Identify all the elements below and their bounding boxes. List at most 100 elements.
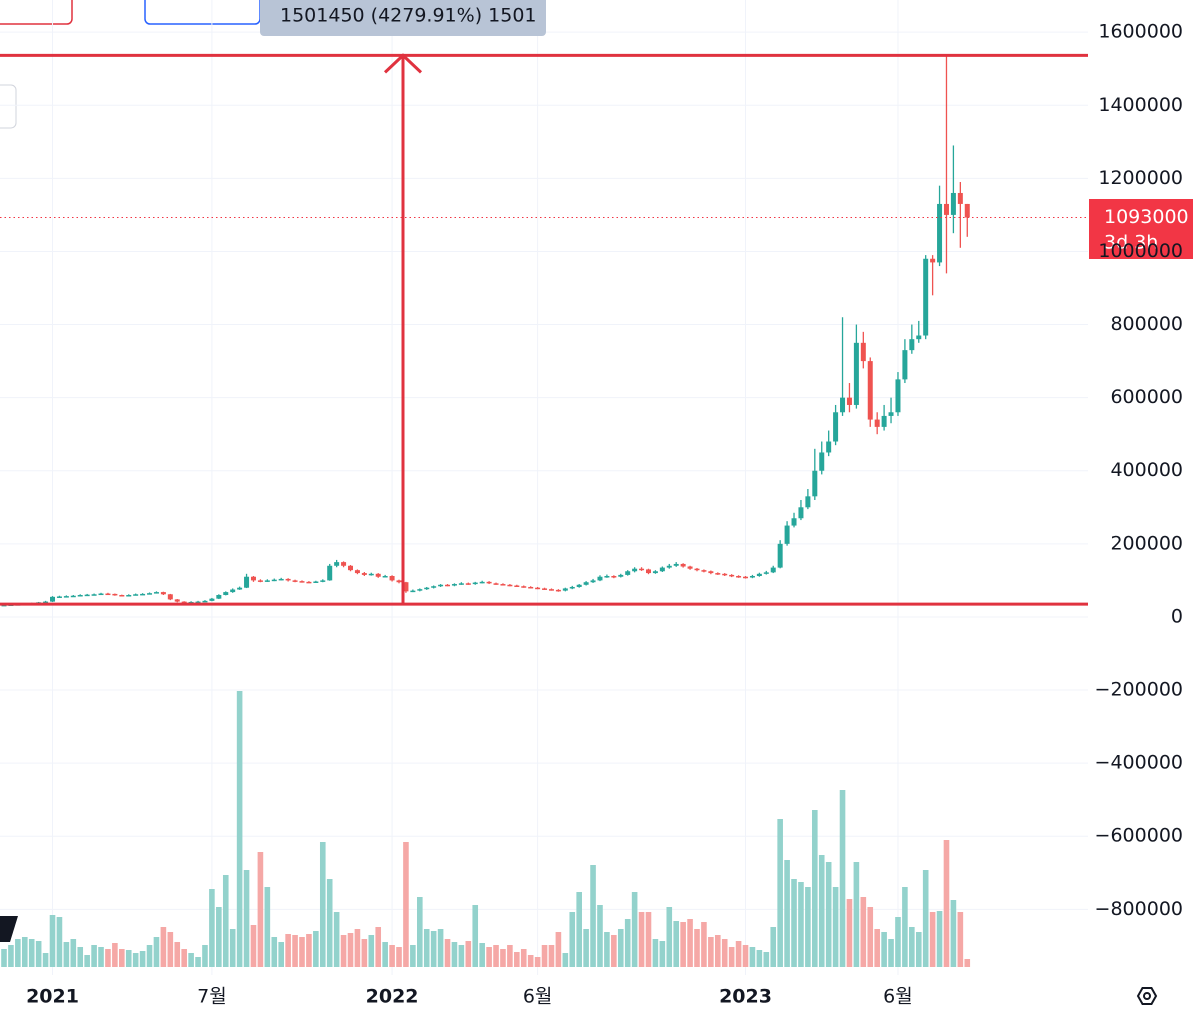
- volume-bar: [645, 912, 652, 967]
- toolbar-box[interactable]: [0, 0, 73, 25]
- side-button[interactable]: [0, 84, 17, 129]
- candle-body: [292, 580, 298, 582]
- volume-bar: [957, 912, 964, 967]
- volume-bar: [326, 879, 333, 967]
- volume-bar: [375, 927, 382, 967]
- candle-body: [306, 581, 312, 584]
- volume-bar: [146, 945, 153, 967]
- candle-body: [618, 574, 624, 577]
- volume-bar: [28, 939, 35, 967]
- candle-body: [680, 563, 686, 567]
- volume-bar: [576, 892, 582, 967]
- volume-bar: [125, 950, 132, 967]
- volume-bar: [895, 917, 901, 967]
- candle-body: [327, 565, 333, 581]
- candle-body: [798, 507, 804, 519]
- candle-body: [715, 573, 721, 575]
- candle-body: [320, 580, 326, 582]
- candle-body: [278, 578, 284, 581]
- logo: [0, 916, 18, 942]
- volume-bar: [417, 897, 423, 967]
- candle-body: [743, 576, 749, 579]
- volume-bar: [105, 949, 111, 967]
- candle-body: [493, 583, 499, 585]
- candle-body: [403, 582, 409, 592]
- volume-bar: [915, 932, 922, 967]
- y-tick-label: −800000: [1095, 898, 1183, 920]
- volume-bar: [784, 860, 790, 967]
- candle-body: [514, 585, 520, 588]
- candle-body: [819, 452, 825, 471]
- candle-body: [348, 565, 353, 571]
- volume-bar: [673, 921, 680, 967]
- volume-bar: [555, 932, 562, 967]
- y-tick-label: 1200000: [1098, 167, 1183, 189]
- candle-body: [763, 572, 769, 574]
- volume-bar: [652, 939, 659, 967]
- y-tick-label: −400000: [1095, 752, 1183, 774]
- volume-bar: [867, 907, 874, 967]
- y-tick-label: 1400000: [1098, 94, 1183, 116]
- candle-body: [410, 590, 416, 593]
- candle-body: [257, 580, 263, 582]
- volume-bar: [777, 819, 783, 967]
- volume-bar: [465, 941, 472, 967]
- volume-bar: [728, 947, 735, 967]
- candle-body: [736, 576, 742, 578]
- candle-body: [542, 588, 548, 590]
- candle-body: [285, 578, 291, 581]
- candle-body: [583, 582, 589, 585]
- toolbar-box[interactable]: [144, 0, 261, 25]
- volume-bar: [56, 917, 63, 967]
- candle-body: [112, 593, 118, 596]
- volume-bar: [534, 957, 541, 967]
- volume-bar: [708, 937, 714, 967]
- candle-body: [382, 576, 388, 578]
- candle-body: [140, 593, 146, 596]
- volume-bar: [694, 929, 700, 967]
- candle-body: [417, 589, 423, 591]
- volume-bar: [202, 945, 208, 967]
- volume-bar: [1, 949, 7, 967]
- y-tick-label: 1600000: [1098, 21, 1183, 43]
- countdown: 3d 3h: [1104, 232, 1158, 254]
- candle-body: [895, 379, 901, 413]
- candle-body: [812, 470, 818, 497]
- volume-bar: [874, 929, 880, 967]
- candle-body: [784, 525, 790, 544]
- x-tick-label: 2021: [26, 986, 79, 1008]
- candle-body: [375, 573, 381, 577]
- candle-body: [846, 397, 852, 405]
- candle-body: [445, 584, 451, 587]
- candle-body: [666, 565, 672, 568]
- last-price-box: [1089, 199, 1193, 259]
- volume-bar: [174, 942, 181, 967]
- candle-body: [250, 576, 256, 581]
- volume-bar: [21, 937, 28, 967]
- candle-body: [555, 589, 561, 592]
- volume-bar: [638, 912, 645, 967]
- volume-bar: [617, 929, 624, 967]
- x-tick-label: 6월: [883, 986, 913, 1008]
- volume-bar: [964, 959, 971, 967]
- candle-body: [964, 203, 970, 218]
- volume-bar: [91, 945, 97, 967]
- candle-body: [424, 587, 430, 590]
- candle-body: [119, 595, 125, 597]
- volume-bar: [929, 912, 936, 967]
- volume-bar: [347, 933, 354, 967]
- volume-bar: [306, 934, 312, 967]
- candle-body: [902, 350, 908, 380]
- candle-body: [840, 397, 846, 413]
- candle-body: [521, 586, 527, 588]
- candle-body: [368, 573, 374, 576]
- candle-body: [216, 595, 222, 599]
- settings-icon[interactable]: [1136, 987, 1158, 1005]
- candle-body: [645, 569, 651, 574]
- candle-body: [98, 593, 104, 596]
- volume-bar: [119, 949, 125, 967]
- volume-bar: [701, 922, 707, 967]
- candle-body: [223, 592, 229, 596]
- volume-bar: [479, 943, 485, 967]
